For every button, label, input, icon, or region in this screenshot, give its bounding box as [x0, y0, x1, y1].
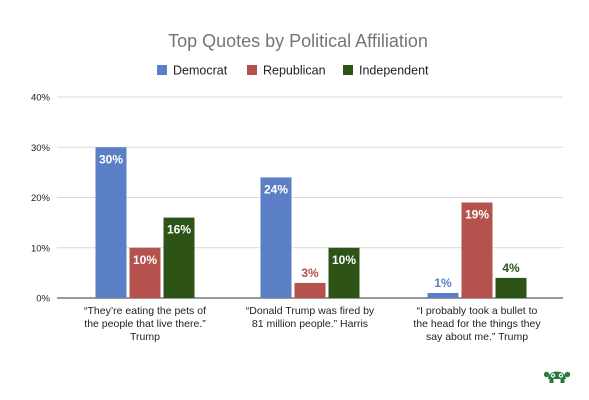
brand-logo-icon [543, 371, 571, 383]
data-label: 3% [301, 266, 319, 280]
data-label: 4% [502, 261, 520, 275]
x-tick-label: the head for the things they [413, 318, 541, 330]
bar [163, 217, 195, 298]
bar [294, 282, 326, 298]
legend: Democrat Republican Independent [157, 64, 429, 78]
data-label: 10% [332, 253, 356, 267]
bar [427, 292, 459, 298]
y-tick-label: 10% [31, 243, 51, 254]
y-tick-label: 40% [31, 93, 51, 104]
bar [328, 247, 360, 298]
legend-swatch [247, 65, 257, 75]
x-tick-label: 81 million people.” Harris [252, 318, 368, 330]
y-tick-label: 0% [36, 294, 50, 305]
chart-title: Top Quotes by Political Affiliation [168, 31, 428, 51]
legend-swatch [157, 65, 167, 75]
x-tick-label: Trump [130, 331, 160, 343]
data-label: 24% [264, 182, 288, 196]
legend-label: Independent [359, 64, 429, 78]
bar [461, 202, 493, 298]
y-tick-label: 30% [31, 143, 51, 154]
x-tick-label: the people that live there.” [84, 318, 206, 330]
bar [495, 277, 527, 298]
y-axis-labels: 0% 10% 20% 30% 40% [31, 93, 51, 305]
data-label: 16% [167, 223, 191, 237]
x-tick-label: say about me.” Trump [426, 331, 528, 343]
data-label: 19% [465, 208, 489, 222]
bar [129, 247, 161, 298]
legend-label: Republican [263, 64, 326, 78]
x-tick-label: “I probably took a bullet to [417, 305, 538, 317]
x-tick-label: “They’re eating the pets of [84, 305, 206, 317]
legend-label: Democrat [173, 64, 228, 78]
legend-swatch [343, 65, 353, 75]
data-label: 10% [133, 253, 157, 267]
x-tick-label: “Donald Trump was fired by [246, 305, 375, 317]
bar [95, 147, 127, 298]
data-label: 1% [434, 276, 452, 290]
data-label: 30% [99, 152, 123, 166]
bar [260, 177, 292, 298]
y-tick-label: 20% [31, 193, 51, 204]
bars [95, 147, 527, 298]
data-labels: 30% 10% 16% 24% 3% 10% 1% 19% 4% [99, 152, 520, 290]
